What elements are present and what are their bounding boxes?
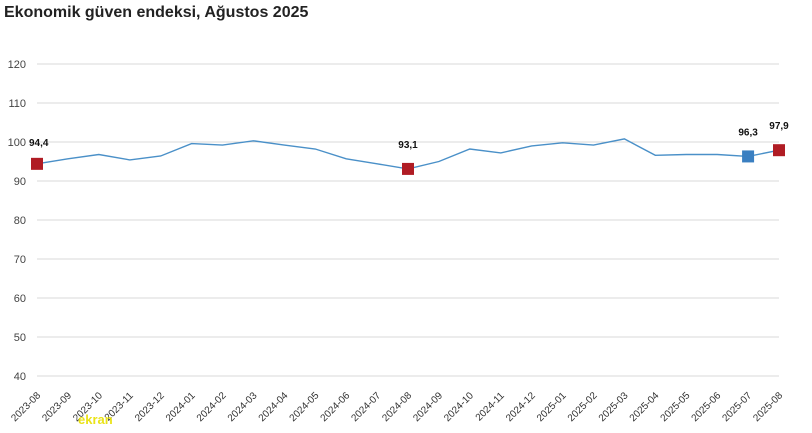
y-tick-label: 60 [14, 293, 26, 305]
x-tick-label: 2023-09 [40, 390, 74, 424]
data-label: 96,3 [738, 127, 758, 138]
x-tick-label: 2024-12 [504, 390, 538, 424]
x-tick-label: 2025-06 [690, 390, 724, 424]
x-tick-label: 2023-08 [9, 390, 43, 424]
x-tick-label: 2024-09 [411, 390, 445, 424]
x-tick-label: 2025-07 [720, 390, 754, 424]
x-axis-ticks: 2023-082023-092023-102023-112023-122024-… [9, 390, 785, 424]
y-tick-label: 40 [14, 371, 26, 383]
data-label: 93,1 [398, 140, 418, 151]
x-tick-label: 2025-05 [659, 390, 693, 424]
x-tick-label: 2025-04 [628, 390, 662, 424]
y-tick-label: 70 [14, 254, 26, 266]
chart-title: Ekonomik güven endeksi, Ağustos 2025 [4, 4, 309, 21]
x-tick-label: 2024-10 [442, 390, 476, 424]
y-axis-ticks: 40 50 60 70 80 90 100 110 120 [8, 59, 26, 383]
data-labels: 94,4 93,1 96,3 97,9 [29, 121, 789, 151]
highlight-marker [742, 150, 755, 163]
data-markers [31, 144, 785, 175]
data-label: 94,4 [29, 138, 49, 149]
x-tick-label: 2025-08 [751, 390, 785, 424]
y-tick-label: 120 [8, 59, 26, 71]
grid-lines [37, 63, 779, 377]
x-tick-label: 2024-01 [164, 390, 198, 424]
x-tick-label: 2025-01 [535, 390, 569, 424]
y-tick-label: 80 [14, 215, 26, 227]
y-tick-label: 110 [8, 98, 26, 110]
x-tick-label: 2024-07 [349, 390, 383, 424]
x-tick-label: 2025-02 [566, 390, 600, 424]
highlight-marker [402, 162, 414, 175]
watermark-text: ekran [78, 412, 113, 427]
data-label: 97,9 [769, 121, 789, 132]
x-tick-label: 2024-08 [380, 390, 414, 424]
x-tick-label: 2024-02 [195, 390, 229, 424]
y-tick-label: 90 [14, 176, 26, 188]
x-tick-label: 2024-05 [288, 390, 322, 424]
x-tick-label: 2024-04 [257, 390, 291, 424]
x-tick-label: 2024-06 [319, 390, 353, 424]
highlight-marker [773, 144, 785, 157]
x-tick-label: 2023-12 [133, 390, 167, 424]
x-tick-label: 2024-03 [226, 390, 260, 424]
y-tick-label: 50 [14, 332, 26, 344]
highlight-marker [31, 157, 43, 170]
y-tick-label: 100 [8, 137, 26, 149]
x-tick-label: 2024-11 [474, 390, 508, 424]
x-tick-label: 2025-03 [597, 390, 631, 424]
